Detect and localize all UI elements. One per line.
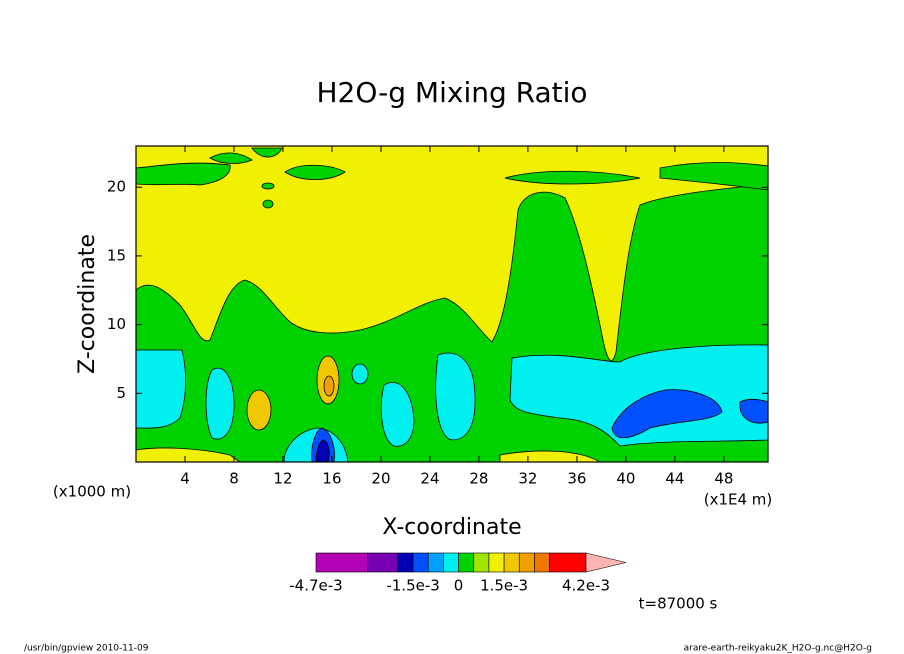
contour-region bbox=[323, 375, 335, 397]
footer-left: /usr/bin/gpview 2010-11-09 bbox=[24, 644, 149, 654]
y-tick-label: 15 bbox=[107, 246, 126, 264]
colorbar-segment bbox=[503, 552, 520, 573]
footer-right: arare-earth-reikyaku2K_H2O-g.nc@H2O-g bbox=[684, 644, 872, 654]
colorbar-tick-label: 4.2e-3 bbox=[562, 577, 610, 595]
y-tick-label: 5 bbox=[116, 384, 126, 402]
x-axis-title: X-coordinate bbox=[382, 515, 521, 540]
colorbar-segment bbox=[397, 552, 414, 573]
y-unit: (x1000 m) bbox=[53, 483, 131, 501]
contour-region bbox=[251, 147, 769, 191]
colorbar-segment bbox=[367, 552, 399, 573]
colorbar-segment bbox=[427, 552, 444, 573]
x-tick-label: 44 bbox=[665, 470, 684, 488]
colorbar-tick-label: 0 bbox=[454, 577, 464, 595]
x-tick-label: 12 bbox=[273, 470, 292, 488]
contour-region bbox=[509, 344, 769, 447]
colorbar-extension bbox=[585, 552, 627, 573]
x-tick-label: 4 bbox=[180, 470, 190, 488]
colorbar-segment bbox=[315, 552, 368, 573]
colorbar-segment bbox=[443, 552, 459, 573]
chart-title: H2O-g Mixing Ratio bbox=[316, 76, 587, 109]
x-tick-label: 8 bbox=[229, 470, 239, 488]
contour-region bbox=[246, 389, 272, 431]
x-tick-label: 32 bbox=[518, 470, 537, 488]
contour-region bbox=[315, 439, 330, 463]
x-tick-label: 40 bbox=[616, 470, 635, 488]
contour-region bbox=[262, 199, 274, 209]
y-tick-label: 10 bbox=[107, 315, 126, 333]
contour-region bbox=[135, 162, 231, 186]
y-tick-label: 20 bbox=[107, 178, 126, 196]
x-tick-label: 20 bbox=[371, 470, 390, 488]
x-tick-label: 24 bbox=[420, 470, 439, 488]
colorbar-tick-label: -1.5e-3 bbox=[386, 577, 439, 595]
contour-region bbox=[135, 349, 187, 429]
colorbar-segment bbox=[549, 552, 587, 573]
x-unit: (x1E4 m) bbox=[704, 491, 773, 509]
y-axis-title: Z-coordinate bbox=[75, 234, 100, 374]
colorbar-segment bbox=[488, 552, 505, 573]
contour-region bbox=[261, 182, 275, 190]
contour-region bbox=[209, 152, 253, 164]
contour-region bbox=[435, 352, 476, 441]
colorbar-tick-label: -4.7e-3 bbox=[289, 577, 342, 595]
colorbar-segment bbox=[473, 552, 490, 573]
contour-region bbox=[611, 389, 723, 439]
contour-region bbox=[205, 367, 235, 440]
x-tick-label: 48 bbox=[714, 470, 733, 488]
contour-region bbox=[380, 382, 415, 447]
x-tick-label: 16 bbox=[322, 470, 341, 488]
colorbar-segment bbox=[534, 552, 550, 573]
colorbar-tick-label: 1.5e-3 bbox=[480, 577, 528, 595]
colorbar-segment bbox=[458, 552, 475, 573]
time-label: t=87000 s bbox=[639, 595, 718, 613]
plot-frame bbox=[135, 145, 769, 463]
contour-region bbox=[351, 363, 369, 385]
colorbar-segment bbox=[518, 552, 535, 573]
x-tick-label: 36 bbox=[567, 470, 586, 488]
contour-field bbox=[135, 146, 769, 463]
x-tick-label: 28 bbox=[469, 470, 488, 488]
colorbar-segment bbox=[412, 552, 429, 573]
